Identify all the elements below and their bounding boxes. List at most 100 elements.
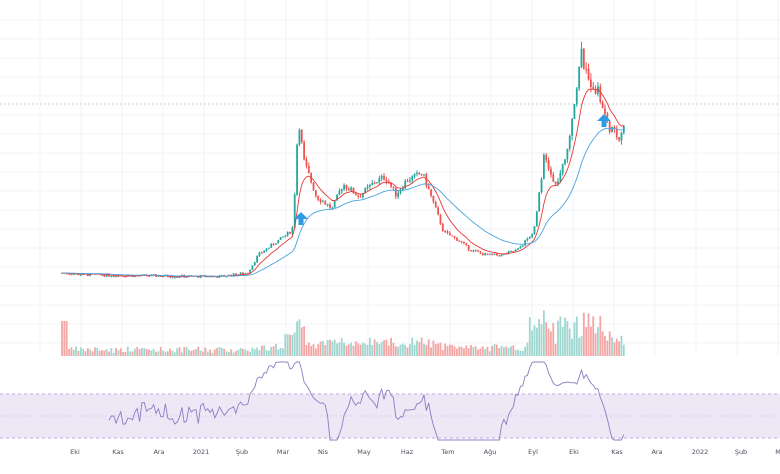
volume-bar [521, 350, 524, 356]
volume-bar [317, 344, 320, 356]
candle-body [589, 79, 592, 87]
candle-body [326, 204, 329, 206]
volume-bar [352, 345, 355, 356]
volume-bar [293, 332, 296, 356]
candle-body [298, 129, 301, 145]
volume-bar [211, 352, 214, 356]
volume-bar [354, 341, 357, 356]
volume-bar [357, 343, 360, 356]
candle-body [70, 274, 73, 276]
volume-bar [213, 349, 216, 356]
candle-body [258, 252, 261, 256]
volume-bar [510, 346, 512, 356]
volume-bar [169, 348, 172, 356]
volume-bar [239, 348, 242, 356]
candle-body [498, 255, 501, 257]
volume-bar [479, 348, 482, 356]
volume-bar [380, 341, 383, 356]
volume-bar [554, 343, 557, 356]
volume-bars [61, 310, 625, 356]
volume-bar [117, 350, 120, 356]
candle-body [169, 276, 172, 278]
volume-bar [427, 339, 430, 356]
candle-body [474, 250, 477, 252]
volume-bar [542, 310, 545, 356]
volume-bar [230, 349, 233, 356]
volume-bar [538, 319, 541, 356]
volume-bar [411, 337, 414, 356]
candle-body [61, 272, 63, 274]
volume-bar [423, 343, 425, 356]
rsi-line [108, 361, 625, 441]
volume-bar [371, 344, 374, 356]
candle-body [244, 273, 247, 275]
candle-body [251, 265, 254, 270]
x-tick-label: Şub [236, 448, 248, 456]
volume-bar [275, 343, 277, 356]
volume-bar [350, 342, 353, 356]
volume-bar [298, 319, 301, 356]
candle-body [263, 251, 266, 253]
candle-body [267, 247, 270, 249]
volume-bar [209, 349, 211, 356]
volume-bar [277, 349, 280, 356]
volume-bar [528, 317, 531, 356]
candle-body [352, 187, 355, 194]
candle-body [420, 174, 423, 176]
candle-body [394, 187, 397, 197]
volume-bar [430, 347, 432, 356]
volume-bar [557, 320, 559, 356]
volume-bar [488, 351, 491, 356]
volume-bar [286, 334, 289, 356]
x-tick-label: Eki [70, 448, 80, 456]
x-tick-label: May [357, 448, 371, 456]
candle-body [115, 276, 117, 278]
volume-bar [571, 338, 573, 356]
volume-bar [613, 342, 616, 356]
up-arrow-icon [294, 212, 308, 225]
candle-body [460, 241, 463, 243]
candle-body [333, 200, 336, 208]
volume-bar [197, 346, 200, 356]
candle-body [491, 253, 494, 255]
candle-body [533, 226, 536, 235]
volume-bar [129, 351, 132, 356]
x-tick-label: 2021 [193, 448, 210, 456]
candle-body [608, 121, 611, 133]
candle-body [314, 190, 317, 196]
candle-body [484, 253, 487, 256]
volume-bar [564, 317, 566, 356]
volume-bar [592, 316, 595, 356]
volume-bar [378, 344, 381, 356]
candle-body [599, 86, 602, 102]
volume-bar [383, 340, 385, 356]
volume-bar [413, 344, 416, 356]
candle-body [322, 201, 324, 203]
volume-bar [192, 349, 195, 356]
volume-bar [420, 337, 423, 356]
candle-body [575, 88, 578, 105]
volume-bar [401, 343, 404, 356]
candle-body [329, 204, 331, 208]
candle-body [472, 250, 475, 252]
volume-bar [446, 345, 449, 356]
volume-bar [336, 343, 338, 356]
candles [61, 41, 625, 279]
candle-body [481, 253, 484, 256]
candle-body [585, 68, 588, 70]
candle-body [479, 251, 482, 254]
volume-bar [369, 337, 371, 356]
grid [0, 0, 780, 356]
candle-body [293, 194, 296, 228]
volume-bar [91, 351, 94, 356]
volume-bar [291, 334, 294, 356]
volume-bar [68, 349, 70, 356]
moving-averages [62, 88, 624, 278]
volume-bar [594, 333, 597, 356]
volume-bar [223, 348, 226, 356]
candle-body [307, 165, 310, 174]
volume-bar [437, 343, 440, 356]
candle-body [521, 245, 524, 247]
candle-body [406, 180, 409, 182]
volume-bar [138, 349, 141, 356]
